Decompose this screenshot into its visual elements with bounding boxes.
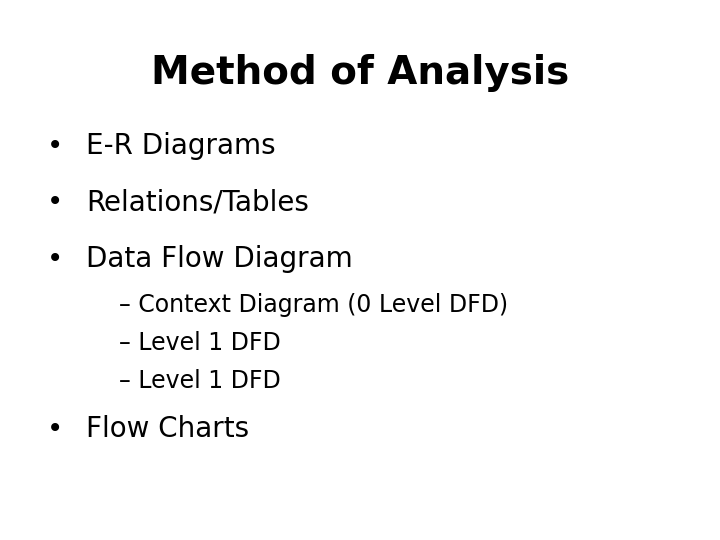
Text: Relations/Tables: Relations/Tables — [86, 188, 310, 217]
Text: •: • — [47, 245, 63, 273]
Text: E-R Diagrams: E-R Diagrams — [86, 132, 276, 160]
Text: Flow Charts: Flow Charts — [86, 415, 250, 443]
Text: – Level 1 DFD: – Level 1 DFD — [119, 331, 281, 355]
Text: – Context Diagram (0 Level DFD): – Context Diagram (0 Level DFD) — [119, 293, 508, 317]
Text: Method of Analysis: Method of Analysis — [151, 54, 569, 92]
Text: – Level 1 DFD: – Level 1 DFD — [119, 369, 281, 393]
Text: •: • — [47, 188, 63, 217]
Text: •: • — [47, 132, 63, 160]
Text: Data Flow Diagram: Data Flow Diagram — [86, 245, 353, 273]
Text: •: • — [47, 415, 63, 443]
